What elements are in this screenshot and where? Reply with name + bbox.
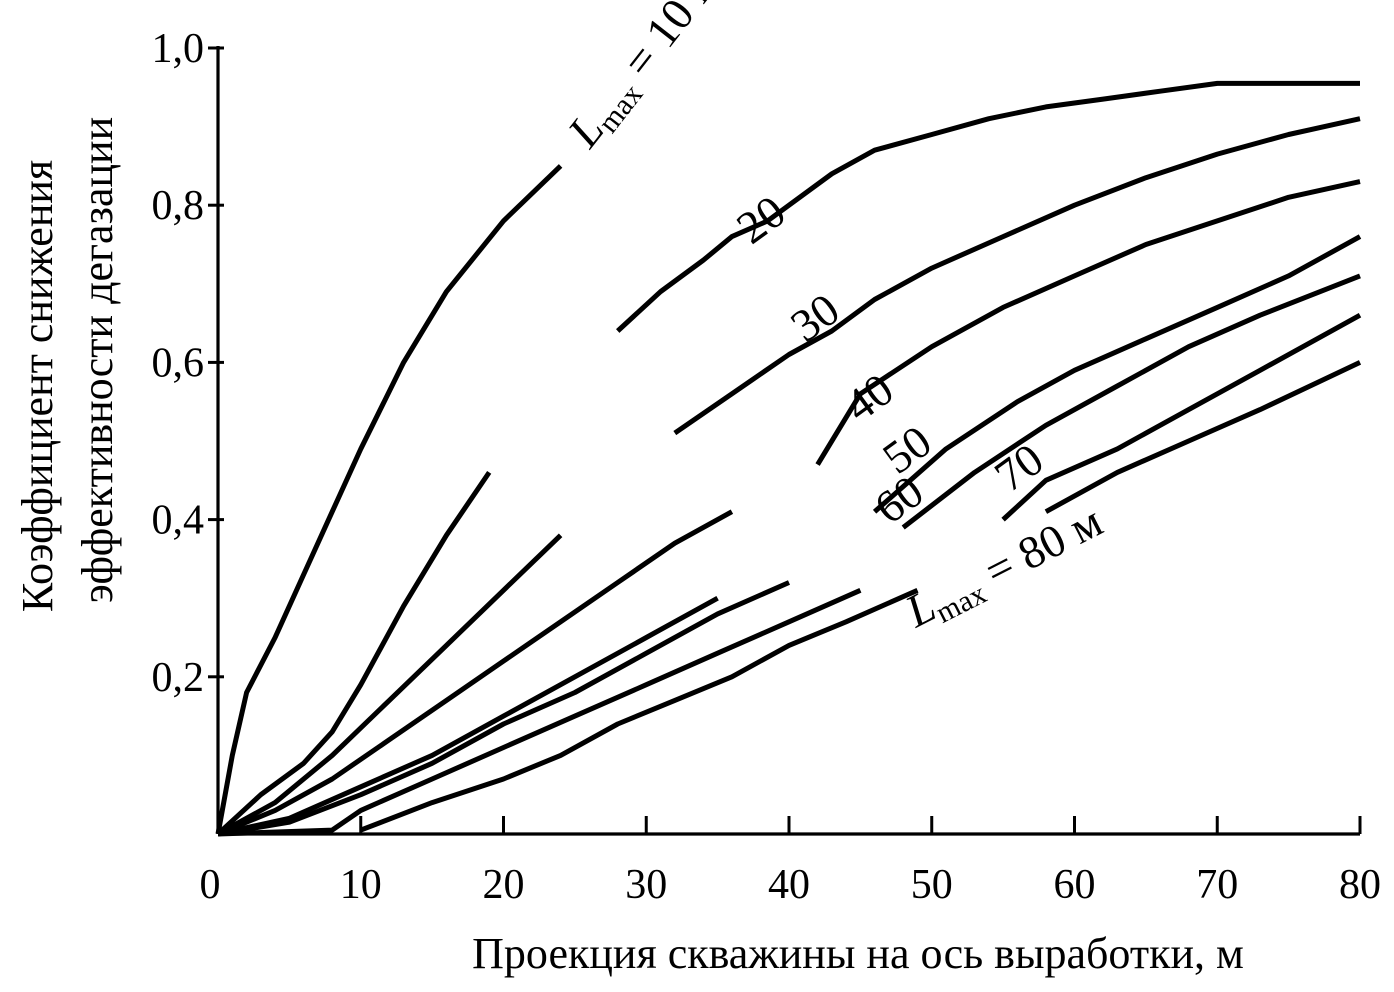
series-line xyxy=(216,533,563,837)
series-group xyxy=(215,80,1362,837)
plot-area: 0 10 20 30 40 50 60 70 80 0,2 0,4 0,6 0,8 1,0 xyxy=(152,26,1382,908)
x-tick-label: 70 xyxy=(1196,862,1238,908)
series-line xyxy=(872,234,1362,514)
series-line xyxy=(1044,360,1362,514)
curve-label: 60 xyxy=(865,465,932,533)
curve-label: 20 xyxy=(727,185,794,253)
y-axis-label-line-1: Коэффициент снижения xyxy=(13,160,62,612)
series-line xyxy=(673,116,1361,436)
series-line xyxy=(359,588,919,833)
x-axis-label: Проекция скважины на ось выработки, м xyxy=(472,929,1244,978)
curve-label: 70 xyxy=(985,433,1052,501)
curve-label: 30 xyxy=(781,283,848,351)
x-tick-label: 40 xyxy=(768,862,810,908)
series-line xyxy=(217,596,719,837)
x-tick-label: 60 xyxy=(1054,862,1096,908)
x-tick-label: 10 xyxy=(340,862,382,908)
y-tick-label: 0,2 xyxy=(152,655,205,701)
series-line xyxy=(217,588,862,837)
x-tick-label: 0 xyxy=(200,862,221,908)
x-tick-label: 50 xyxy=(911,862,953,908)
y-tick-label: 0,6 xyxy=(152,340,205,386)
axis-ticks: 0 10 20 30 40 50 60 70 80 0,2 0,4 0,6 0,8 1,0 xyxy=(152,26,1382,908)
x-tick-label: 30 xyxy=(625,862,667,908)
y-axis-label-line-2: эффективности дегазации xyxy=(73,117,122,603)
series-line xyxy=(1001,313,1362,522)
series-line xyxy=(217,580,791,837)
y-tick-label: 0,4 xyxy=(152,498,205,544)
x-tick-label: 80 xyxy=(1339,862,1381,908)
y-tick-label: 1,0 xyxy=(152,26,205,72)
curve-label: Lmax = 10 м xyxy=(557,0,733,160)
series-line xyxy=(815,179,1361,466)
y-tick-label: 0,8 xyxy=(152,183,205,229)
series-line xyxy=(901,273,1361,530)
x-tick-label: 20 xyxy=(483,862,525,908)
series-line xyxy=(217,509,734,837)
series-line xyxy=(215,164,563,835)
series-line xyxy=(216,470,492,836)
series-line xyxy=(616,80,1360,333)
axis-labels: Проекция скважины на ось выработки, м Ко… xyxy=(13,117,1244,978)
